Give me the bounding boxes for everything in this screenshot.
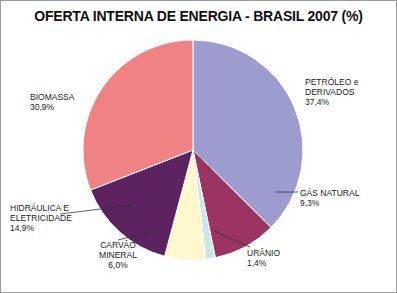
title: OFERTA INTERNA DE ENERGIA - BRASIL 2007 … [0,8,397,24]
data-label: 6,0% [88,260,148,270]
slice-label: GÁS NATURAL9,3% [300,188,370,208]
data-label: 37,4% [305,97,375,107]
leader-line [214,231,250,247]
slice-label: PETRÓLEO e DERIVADOS37,4% [305,77,375,107]
category-label: CARVÃO MINERAL [88,240,148,260]
data-label: 9,3% [300,198,370,208]
leader-line [118,232,150,240]
slice-label: URÂNIO1,4% [247,248,297,268]
pie-slice [83,40,193,190]
chart: OFERTA INTERNA DE ENERGIA - BRASIL 2007 … [0,0,397,293]
leader-line [60,205,133,214]
slice-label: BIOMASSA30,9% [30,92,90,112]
category-label: HIDRÁULICA E ELETRICIDADE [10,203,85,223]
category-label: GÁS NATURAL [300,188,370,198]
slice-label: CARVÃO MINERAL6,0% [88,240,148,270]
data-label: 1,4% [247,258,297,268]
data-label: 14,9% [10,223,85,233]
category-label: URÂNIO [247,248,297,258]
category-label: BIOMASSA [30,92,90,102]
leader-line [275,192,298,193]
category-label: PETRÓLEO e DERIVADOS [305,77,375,97]
slice-label: HIDRÁULICA E ELETRICIDADE14,9% [10,203,85,233]
plot [0,0,397,293]
data-label: 30,9% [30,102,90,112]
